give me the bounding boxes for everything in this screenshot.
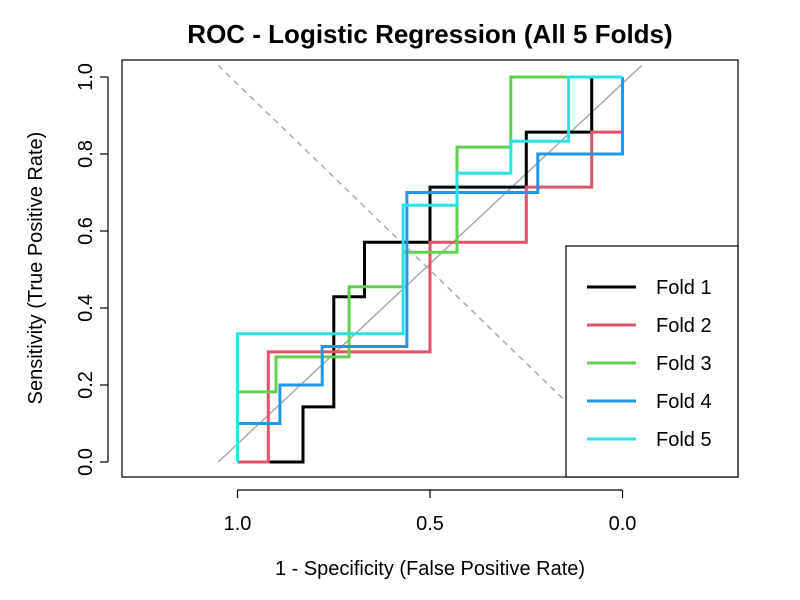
legend-label: Fold 1 [656,277,712,299]
x-tick-label: 0.5 [416,513,444,535]
y-tick-label: 0.6 [75,217,97,245]
axes-layer: 1.0 0.5 0.0 0.0 0.2 0.4 0.6 0.8 1.0 [75,63,636,535]
roc-curve-fold-2 [237,77,624,464]
legend-label: Fold 5 [656,429,712,451]
legend-label: Fold 2 [656,315,712,337]
y-axis-label: Sensitivity (True Positive Rate) [25,132,47,405]
y-tick-label: 0.2 [75,371,97,399]
y-tick-label: 0.0 [75,448,97,476]
roc-curve-fold-5 [236,75,623,462]
series-layer [236,75,624,464]
roc-curve-fold-4 [236,77,624,462]
x-axis-label: 1 - Specificity (False Positive Rate) [275,558,585,580]
x-tick-label: 1.0 [224,513,252,535]
chart-title: ROC - Logistic Regression (All 5 Folds) [187,19,672,49]
y-tick-label: 1.0 [75,63,97,91]
threshold-dashed-line [217,64,566,401]
legend-label: Fold 3 [656,353,712,375]
legend: Fold 1 Fold 2 Fold 3 Fold 4 Fold 5 [565,245,739,478]
legend-label: Fold 4 [656,391,712,413]
y-tick-label: 0.8 [75,140,97,168]
roc-curve-fold-1 [237,75,623,464]
x-tick-label: 0.0 [609,513,637,535]
y-tick-label: 0.4 [75,294,97,322]
